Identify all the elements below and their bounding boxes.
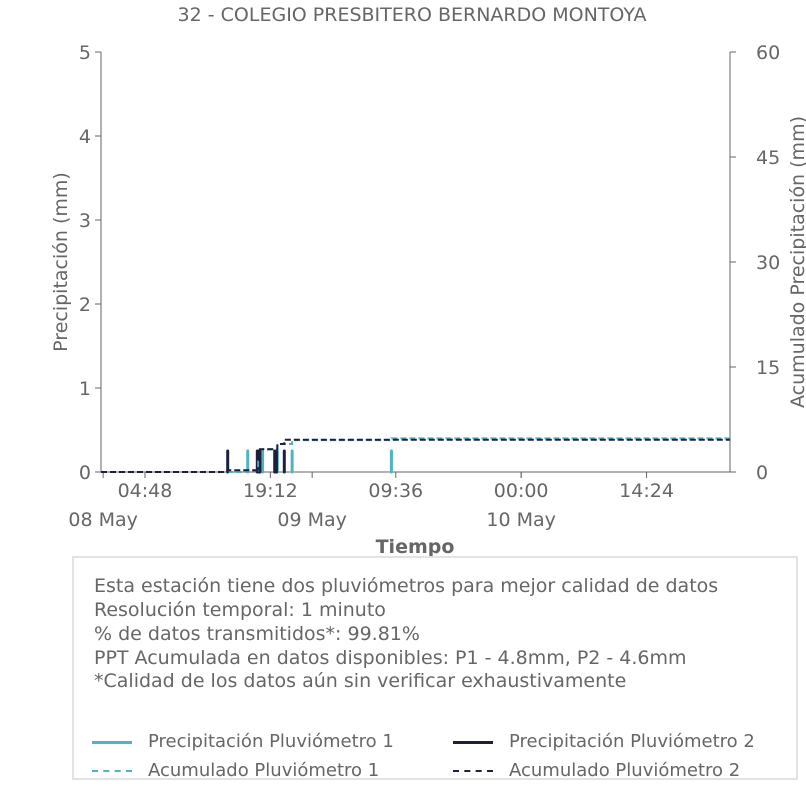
x-tick-label: 19:12 [243, 480, 298, 502]
x-date-label: 09 May [277, 509, 347, 531]
legend-swatch-p2 [453, 741, 493, 744]
cumulative-lines [101, 437, 730, 473]
x-tick-label: 09:36 [368, 480, 423, 502]
legend-item-cum-p2: Acumulado Pluviómetro 2 [509, 760, 741, 781]
chart-title: 32 - COLEGIO PRESBITERO BERNARDO MONTOYA [178, 4, 647, 26]
legend-item-precip-p1: Precipitación Pluviómetro 1 [148, 731, 394, 752]
info-line: Resolución temporal: 1 minuto [94, 599, 386, 621]
y-right-tick-label: 45 [756, 147, 780, 169]
info-line: % de datos transmitidos*: 99.81% [94, 623, 420, 645]
y-axis-right-label: Acumulado Precipitación (mm) [787, 116, 806, 408]
legend-item-precip-p2: Precipitación Pluviómetro 2 [509, 731, 755, 752]
y-right-tick-label: 60 [756, 42, 780, 64]
y-left-tick-label: 5 [79, 42, 91, 64]
x-date-label: 08 May [68, 509, 138, 531]
x-tick-label: 00:00 [494, 480, 549, 502]
bars-pluviometro-2 [226, 449, 286, 474]
y-left-tick-label: 0 [79, 462, 91, 484]
x-axis-label: Tiempo [376, 536, 455, 558]
y-right-tick-label: 15 [756, 357, 780, 379]
legend-swatch-p1 [92, 741, 132, 744]
y-right-tick-label: 30 [756, 252, 780, 274]
cumulative-line-p2 [101, 438, 730, 473]
y-right-tick-label: 0 [756, 462, 768, 484]
legend-swatch-cum-p1 [92, 770, 132, 772]
x-date-label: 10 May [486, 509, 556, 531]
x-tick-label: 14:24 [619, 480, 674, 502]
info-box: Esta estación tiene dos pluviómetros par… [72, 556, 798, 781]
info-line: *Calidad de los datos aún sin verificar … [94, 670, 627, 692]
info-line: PPT Acumulada en datos disponibles: P1 -… [94, 647, 687, 669]
y-left-tick-label: 4 [79, 126, 91, 148]
y-left-tick-label: 3 [79, 210, 91, 232]
y-axis-left-label: Precipitación (mm) [50, 172, 72, 352]
info-line: Esta estación tiene dos pluviómetros par… [94, 575, 719, 597]
precipitation-chart: 32 - COLEGIO PRESBITERO BERNARDO MONTOYA… [50, 4, 806, 558]
x-tick-label: 04:48 [118, 480, 173, 502]
y-left-tick-label: 2 [79, 294, 91, 316]
cumulative-line-p1 [101, 437, 730, 473]
legend-item-cum-p1: Acumulado Pluviómetro 1 [148, 760, 380, 781]
legend-swatch-cum-p2 [453, 770, 493, 772]
bars-pluviometro-1 [246, 449, 393, 474]
y-left-tick-label: 1 [79, 378, 91, 400]
